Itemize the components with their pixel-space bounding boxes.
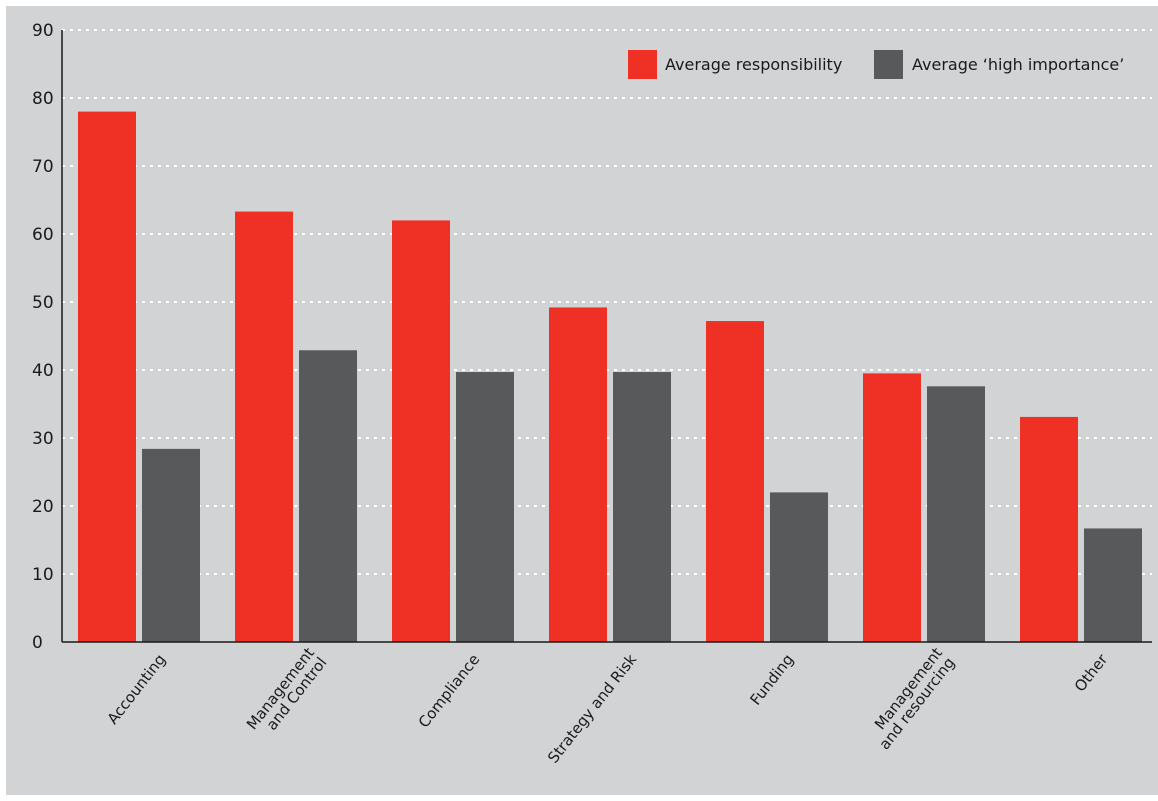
bar-average-responsibility [549,307,607,642]
y-tick-label: 90 [32,21,54,41]
bar-average-high-importance [299,350,357,642]
bar-average-responsibility [1020,416,1078,642]
y-tick-label: 20 [32,497,54,517]
legend-label-high-importance: Average ‘high importance’ [912,55,1124,74]
y-tick-label: 0 [32,633,43,653]
bar-average-high-importance [770,492,828,642]
category-label: Compliance [415,651,484,732]
y-tick-label: 40 [32,361,54,381]
y-tick-labels: 0 10 20 30 40 50 60 70 80 90 [32,21,54,653]
category-label: Strategy and Risk [544,650,640,766]
legend-swatch-responsibility [628,50,657,79]
bars [78,111,1142,643]
bar-average-high-importance [456,372,514,642]
category-label: Funding [746,651,797,709]
y-tick-label: 80 [32,89,54,109]
legend: Average responsibility Average ‘high imp… [628,50,1124,79]
y-tick-label: 50 [32,293,54,313]
y-tick-label: 30 [32,429,54,449]
bar-average-responsibility [78,111,136,643]
axes [61,30,1152,643]
legend-label-responsibility: Average responsibility [665,55,842,74]
bar-average-responsibility [706,321,764,642]
bar-average-responsibility [235,211,293,642]
legend-swatch-high-importance [874,50,903,79]
category-label: Other [1071,650,1112,695]
bar-average-responsibility [863,373,921,642]
bar-average-responsibility [392,220,450,642]
bar-average-high-importance [613,372,671,642]
category-labels: Accounting Managementand Control Complianc… [104,644,1112,767]
category-label: Managementand Control [243,644,331,743]
bar-average-high-importance [1084,528,1142,642]
bar-average-high-importance [142,448,200,642]
y-tick-label: 10 [32,565,54,585]
y-tick-label: 60 [32,225,54,245]
category-label: Managementand resourcing [863,644,959,753]
category-label: Accounting [104,651,170,728]
y-tick-label: 70 [32,157,54,177]
bar-average-high-importance [927,386,985,642]
